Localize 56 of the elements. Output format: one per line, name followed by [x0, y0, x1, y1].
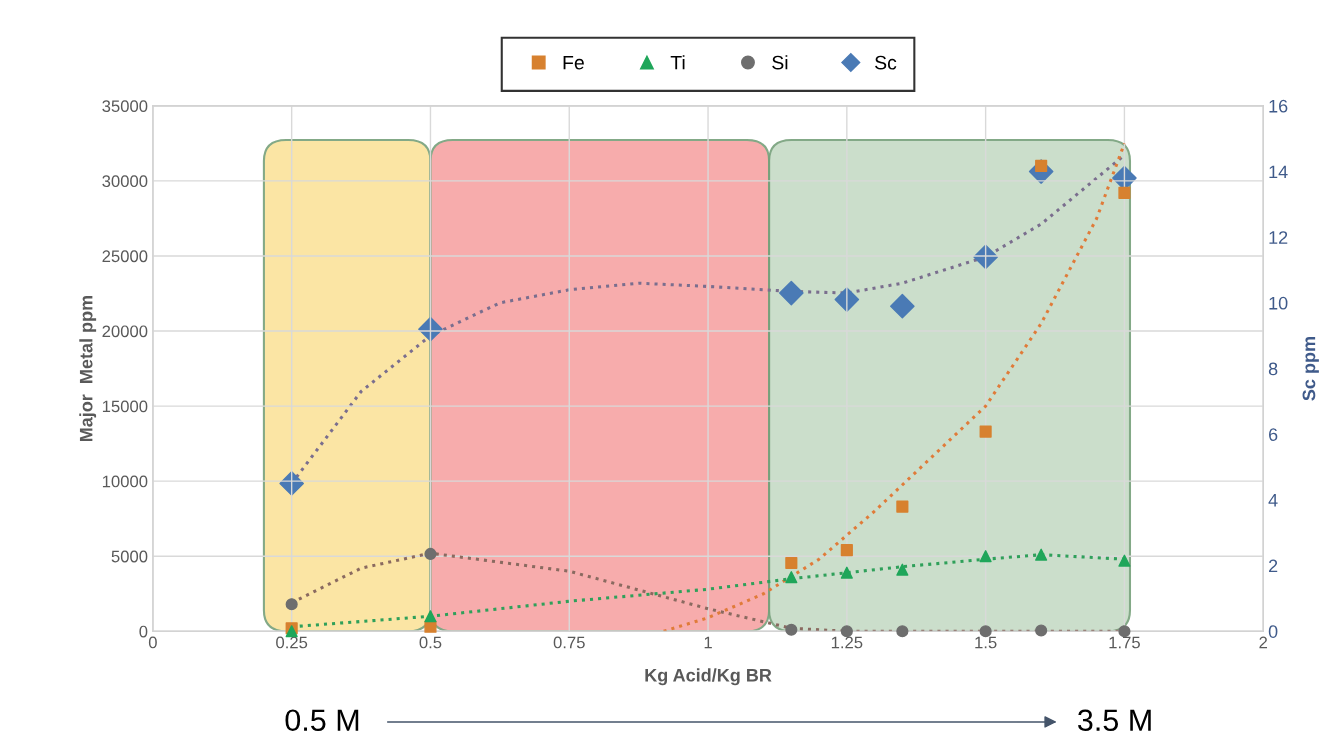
y-tick-label: 15000: [102, 400, 148, 413]
point: [840, 544, 853, 557]
legend-label: Ti: [670, 55, 685, 70]
point: [424, 610, 437, 623]
point: [1035, 548, 1048, 561]
y-tick-label: 5000: [111, 550, 148, 563]
y-tick-label: 10000: [102, 475, 148, 488]
point: [896, 625, 909, 638]
x-tick-label: 0: [148, 636, 157, 649]
y2-tick-label: 10: [1269, 296, 1288, 310]
point: [285, 598, 298, 611]
x-tick-label: 1.25: [831, 636, 863, 649]
y2-axis-title: Sc ppm: [1302, 337, 1319, 401]
point: [785, 623, 798, 636]
y2-tick-label: 14: [1269, 165, 1288, 179]
y-tick-label: 20000: [102, 325, 148, 338]
point: [1118, 186, 1131, 199]
y2-tick-label: 8: [1268, 362, 1278, 376]
legend-label: Si: [772, 55, 788, 70]
point: [1118, 554, 1131, 567]
x-tick-label: 1: [704, 636, 712, 649]
x-tick-label: 0.75: [553, 636, 585, 649]
y2-tick-label: 0: [1268, 625, 1278, 638]
point: [785, 571, 798, 584]
point: [979, 550, 992, 563]
text: 0.5 M: [285, 709, 359, 732]
x-tick-label: 1.5: [975, 636, 997, 649]
y2-tick-label: 4: [1268, 494, 1278, 507]
point: [890, 293, 915, 319]
y2-tick-label: 12: [1269, 231, 1288, 244]
point: [979, 425, 992, 438]
y-tick-label: 25000: [102, 250, 148, 263]
x-tick-label: 0.5: [419, 636, 442, 649]
point: [424, 620, 437, 633]
point: [840, 566, 853, 579]
point: [1035, 624, 1048, 637]
y2-tick-label: 2: [1268, 559, 1278, 573]
x-tick-label: 0.25: [276, 636, 308, 649]
point: [785, 556, 798, 570]
point: [779, 280, 804, 306]
y-tick-label: 35000: [102, 100, 148, 113]
x-tick-label: 1.75: [1109, 636, 1140, 649]
legend-label: Sc: [875, 55, 897, 70]
y-axis-title: Major Metal ppm: [79, 295, 97, 442]
point: [896, 563, 909, 576]
y2-tick-label: 16: [1269, 99, 1288, 113]
y2-tick-label: 6: [1269, 428, 1278, 441]
text: 3.5 M: [1077, 709, 1151, 732]
y-tick-label: 0: [139, 625, 148, 638]
x-axis-title: Kg Acid/Kg BR: [645, 668, 772, 686]
x-tick-label: 2: [1259, 636, 1268, 649]
point: [896, 500, 909, 513]
y-tick-label: 30000: [102, 175, 148, 188]
line-series: [662, 141, 1126, 632]
legend-label: Fe: [563, 55, 584, 70]
point: [424, 547, 437, 561]
